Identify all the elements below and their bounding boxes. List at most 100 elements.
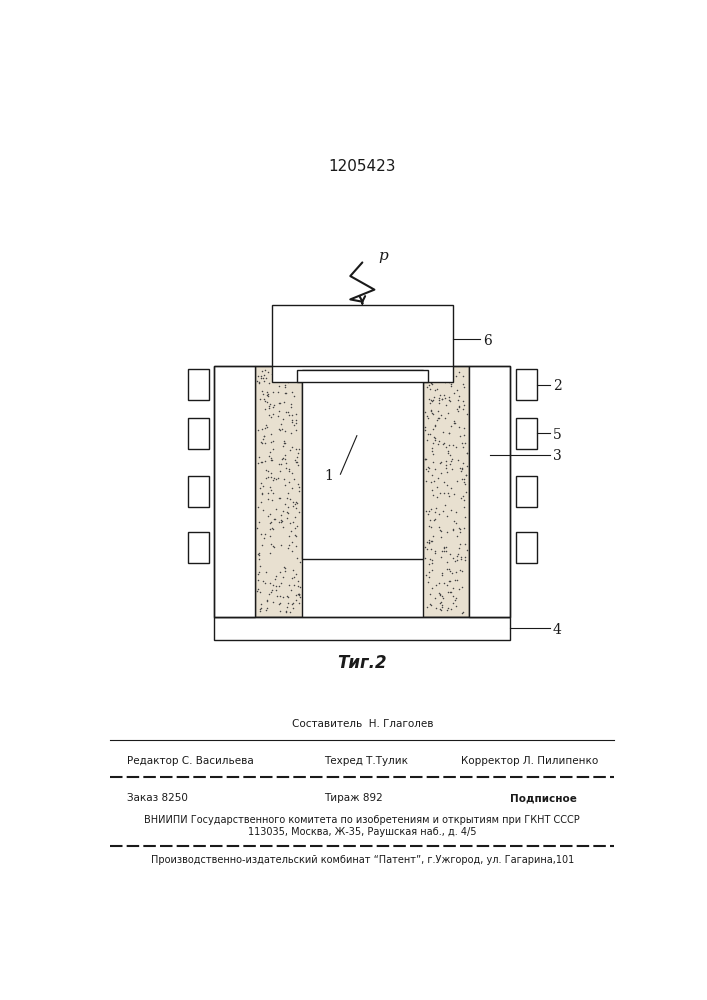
Point — [293, 578, 304, 594]
Point — [424, 426, 436, 442]
Point — [289, 577, 300, 593]
Point — [291, 415, 302, 431]
Point — [429, 430, 440, 446]
Point — [438, 503, 449, 519]
Point — [286, 465, 298, 481]
Point — [259, 575, 271, 591]
Text: 113035, Москва, Ж-35, Раушская наб., д. 4/5: 113035, Москва, Ж-35, Раушская наб., д. … — [248, 827, 477, 837]
Point — [422, 506, 433, 522]
Point — [264, 444, 276, 460]
Bar — [272, 305, 452, 382]
Point — [262, 592, 273, 608]
Point — [291, 449, 303, 465]
Text: Производственно-издательский комбинат “Патент”, г.Ужгород, ул. Гагарина,101: Производственно-издательский комбинат “П… — [151, 855, 574, 865]
Point — [252, 368, 264, 384]
Point — [456, 605, 467, 621]
Point — [253, 572, 264, 588]
Point — [260, 602, 271, 618]
Point — [279, 394, 290, 410]
Point — [262, 491, 274, 507]
Point — [420, 451, 431, 467]
Point — [275, 512, 286, 528]
Point — [288, 471, 300, 487]
Point — [259, 373, 270, 389]
Point — [461, 406, 472, 422]
Point — [428, 392, 439, 408]
Point — [430, 545, 441, 561]
Point — [427, 528, 438, 544]
Point — [268, 397, 279, 413]
Point — [419, 550, 431, 566]
Point — [266, 492, 277, 508]
Point — [290, 592, 301, 608]
Point — [440, 460, 452, 476]
Point — [265, 536, 276, 552]
Point — [257, 454, 268, 470]
Point — [262, 463, 274, 479]
Point — [442, 602, 453, 618]
Point — [458, 474, 469, 490]
Point — [282, 499, 293, 515]
Point — [454, 524, 465, 540]
Point — [450, 439, 461, 455]
Point — [443, 425, 455, 441]
Bar — [214, 617, 510, 640]
Point — [460, 467, 472, 483]
Point — [443, 437, 455, 453]
Point — [286, 425, 297, 441]
Point — [422, 410, 433, 426]
Bar — [469, 366, 510, 617]
Point — [419, 451, 431, 467]
Point — [279, 447, 290, 463]
Point — [266, 409, 277, 425]
Point — [457, 439, 469, 455]
Point — [292, 586, 303, 602]
Point — [440, 397, 452, 413]
Point — [259, 453, 271, 469]
Point — [265, 434, 276, 450]
Point — [268, 470, 279, 486]
Point — [419, 539, 431, 555]
Point — [257, 478, 269, 494]
Point — [436, 599, 448, 615]
Point — [454, 536, 465, 552]
Point — [456, 563, 467, 579]
Point — [286, 414, 298, 430]
Point — [446, 376, 457, 392]
Point — [439, 374, 450, 390]
Point — [459, 552, 470, 568]
Point — [288, 417, 300, 433]
Point — [267, 441, 279, 457]
Point — [291, 454, 302, 470]
Point — [268, 594, 279, 610]
Text: 5: 5 — [553, 428, 562, 442]
Point — [431, 489, 443, 505]
Point — [268, 485, 279, 501]
Bar — [255, 366, 302, 617]
Point — [263, 448, 274, 464]
Point — [448, 550, 459, 566]
Bar — [469, 366, 510, 617]
Point — [450, 553, 461, 569]
Point — [443, 561, 455, 577]
Point — [430, 543, 441, 559]
Point — [447, 565, 458, 581]
Point — [283, 374, 294, 390]
Point — [279, 435, 290, 451]
Point — [285, 523, 296, 539]
Point — [438, 540, 450, 556]
Point — [441, 554, 452, 570]
Point — [273, 378, 284, 394]
Point — [454, 428, 465, 444]
Point — [270, 501, 281, 517]
Point — [276, 362, 288, 378]
Point — [289, 527, 300, 543]
Point — [453, 388, 464, 404]
Point — [285, 582, 296, 598]
Point — [458, 393, 469, 409]
Point — [445, 480, 457, 496]
Point — [427, 421, 438, 437]
Point — [425, 519, 436, 535]
Point — [289, 452, 300, 468]
Point — [270, 471, 281, 487]
